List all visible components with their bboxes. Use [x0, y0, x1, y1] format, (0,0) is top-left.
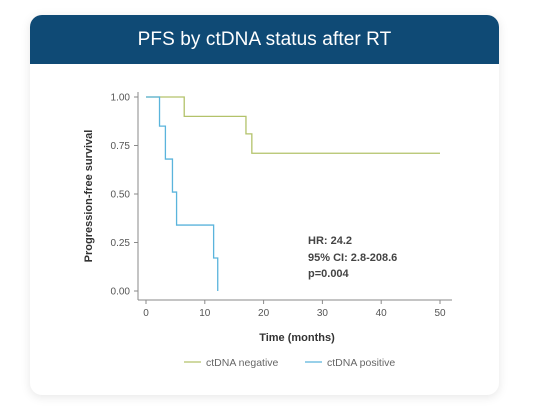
x-tick-label: 50: [434, 308, 446, 319]
y-tick-label: 0.50: [111, 190, 131, 201]
x-tick-label: 40: [376, 308, 388, 319]
x-tick-label: 20: [258, 308, 270, 319]
x-tick-label: 30: [317, 308, 329, 319]
x-tick-label: 10: [199, 308, 211, 319]
chart-title: PFS by ctDNA status after RT: [30, 15, 499, 64]
legend: ctDNA negative ctDNA positive: [184, 357, 395, 369]
x-axis-title: Time (months): [259, 332, 335, 344]
x-ticks: 0 10 20 30 40 50: [143, 300, 446, 319]
series-line-ctdna-negative: [146, 96, 440, 154]
legend-label-ctdna-positive: ctDNA positive: [327, 357, 395, 369]
y-tick-label: 0.25: [111, 238, 131, 249]
chart-card: PFS by ctDNA status after RT: [30, 15, 499, 395]
y-tick-label: 0.75: [111, 141, 131, 152]
y-tick-label: 1.00: [111, 93, 131, 104]
legend-label-ctdna-negative: ctDNA negative: [206, 357, 279, 369]
y-ticks: 0.00 0.25 0.50 0.75 1.00: [111, 93, 138, 298]
hr-text: HR: 24.2: [308, 235, 352, 247]
ci-text: 95% CI: 2.8-208.6: [308, 252, 397, 264]
series-group: [146, 96, 440, 291]
axes: [137, 92, 452, 301]
y-tick-label: 0.00: [111, 287, 131, 298]
p-value-text: p=0.004: [308, 268, 350, 280]
series-line-ctdna-positive: [146, 96, 219, 291]
y-axis-title: Progression-free survival: [83, 130, 95, 263]
x-tick-label: 0: [143, 308, 149, 319]
stats-annotation: HR: 24.2 95% CI: 2.8-208.6 p=0.004: [308, 235, 397, 280]
